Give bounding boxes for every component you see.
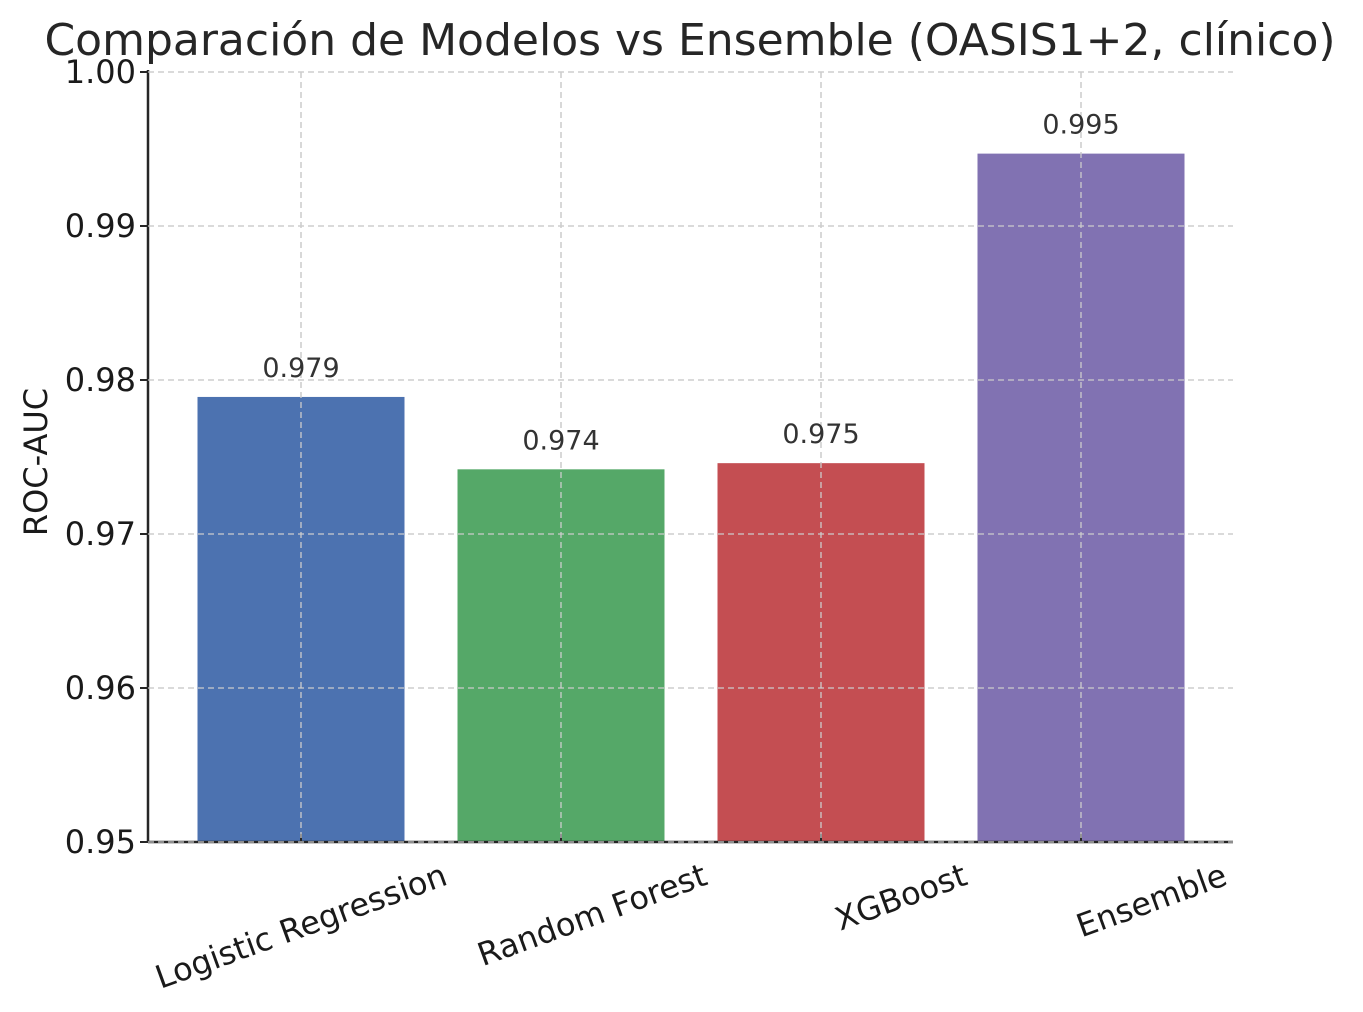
y-tick-label: 1.00 xyxy=(65,53,136,91)
chart-title: Comparación de Modelos vs Ensemble (OASI… xyxy=(44,15,1335,66)
bar-value-label: 0.974 xyxy=(522,425,599,456)
x-tick-label: XGBoost xyxy=(830,856,972,939)
y-tick-label: 0.97 xyxy=(65,515,136,553)
y-tick-label: 0.99 xyxy=(65,207,136,245)
x-tick-label: Random Forest xyxy=(472,856,711,974)
bar-value-label: 0.995 xyxy=(1042,110,1119,141)
y-tick-label: 0.95 xyxy=(65,823,136,861)
x-tick-label: Ensemble xyxy=(1071,856,1231,945)
bar-value-label: 0.975 xyxy=(782,419,859,450)
bars xyxy=(197,153,1185,842)
x-tick-label: Logistic Regression xyxy=(150,856,451,997)
x-ticks: Logistic Regression Random Forest XGBoost E… xyxy=(150,834,1232,997)
y-tick-label: 0.98 xyxy=(65,361,136,399)
data-labels: 0.979 0.974 0.975 0.995 xyxy=(148,71,1233,843)
bar-value-label: 0.979 xyxy=(262,353,339,384)
y-axis-label: ROC-AUC xyxy=(17,388,55,536)
y-tick-label: 0.96 xyxy=(65,669,136,707)
y-ticks: 0.95 0.96 0.97 0.98 0.99 1.00 xyxy=(65,53,148,861)
